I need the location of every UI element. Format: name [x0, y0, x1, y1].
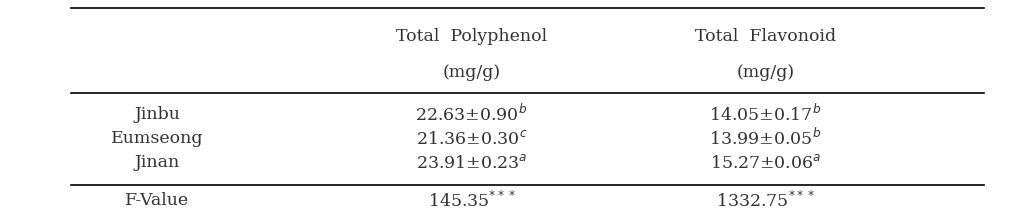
Text: (mg/g): (mg/g) — [442, 64, 501, 81]
Text: 15.27±0.06$^{a}$: 15.27±0.06$^{a}$ — [710, 154, 821, 172]
Text: 145.35$^{***}$: 145.35$^{***}$ — [428, 190, 515, 210]
Text: 13.99±0.05$^{b}$: 13.99±0.05$^{b}$ — [710, 128, 821, 149]
Text: Jinan: Jinan — [135, 154, 179, 171]
Text: 1332.75$^{***}$: 1332.75$^{***}$ — [716, 190, 815, 210]
Text: 21.36±0.30$^{c}$: 21.36±0.30$^{c}$ — [416, 130, 527, 148]
Text: 14.05±0.17$^{b}$: 14.05±0.17$^{b}$ — [710, 104, 821, 125]
Text: Jinbu: Jinbu — [134, 106, 180, 123]
Text: 22.63±0.90$^{b}$: 22.63±0.90$^{b}$ — [416, 104, 527, 125]
Text: Eumseong: Eumseong — [111, 130, 204, 147]
Text: (mg/g): (mg/g) — [736, 64, 795, 81]
Text: F-Value: F-Value — [125, 192, 190, 209]
Text: Total  Polyphenol: Total Polyphenol — [395, 28, 548, 45]
Text: 23.91±0.23$^{a}$: 23.91±0.23$^{a}$ — [416, 154, 527, 172]
Text: Total  Flavonoid: Total Flavonoid — [695, 28, 837, 45]
